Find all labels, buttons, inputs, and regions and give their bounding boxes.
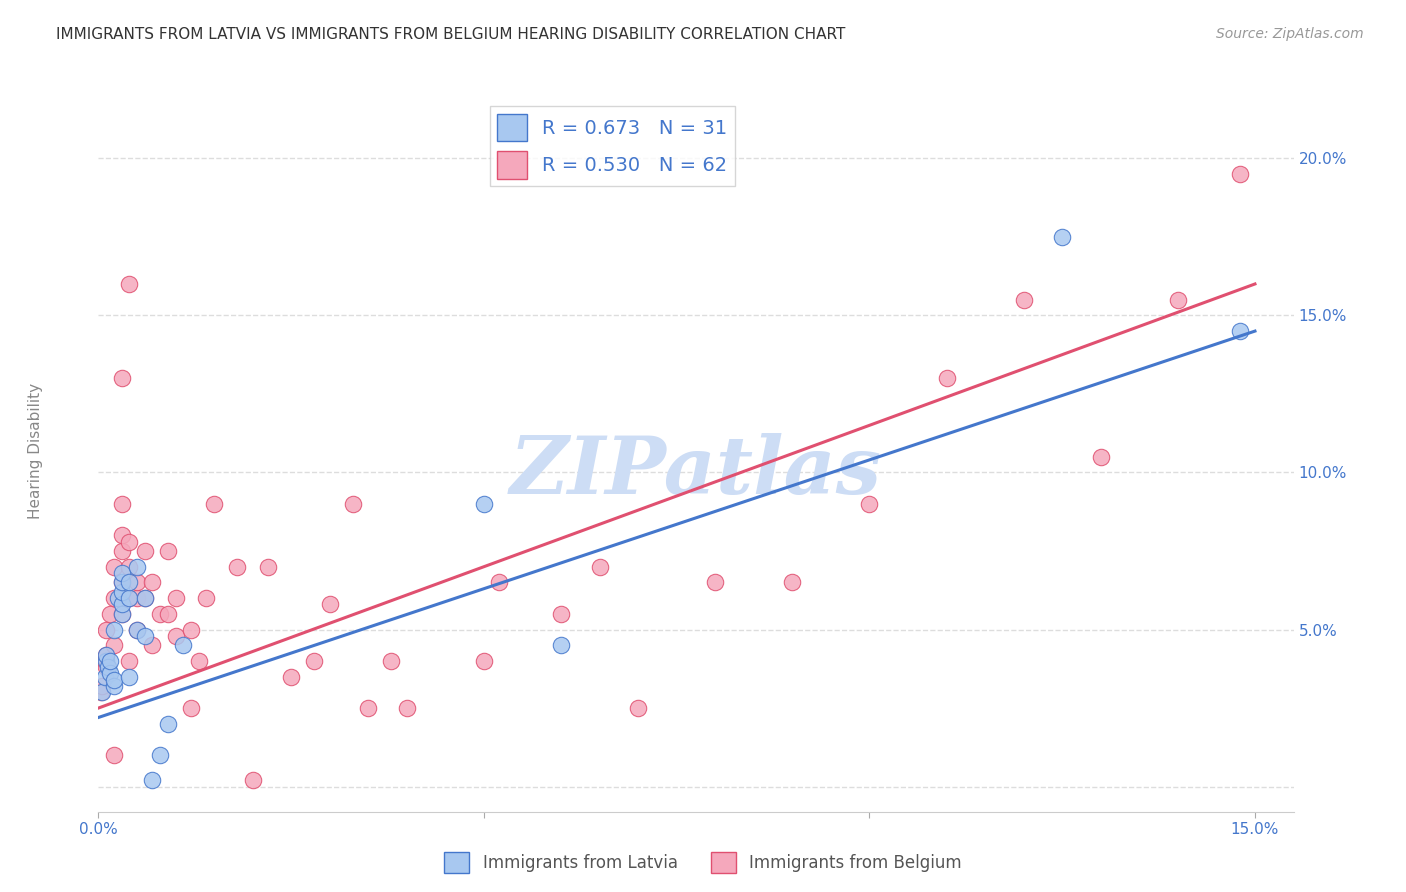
Point (118, 654, 141, 668)
Point (110, 544, 132, 558)
Point (90, 685, 112, 699)
Point (107, 591, 129, 606)
Point (94, 648, 117, 662)
Point (118, 591, 141, 606)
Point (304, 654, 326, 668)
Point (94, 660, 117, 674)
Point (98, 654, 121, 668)
Point (125, 623, 148, 637)
Point (242, 773, 264, 788)
Point (118, 670, 141, 684)
Point (257, 559, 280, 574)
Point (472, 654, 495, 668)
Point (98, 607, 121, 621)
Point (110, 528, 132, 542)
Text: ZIPatlas: ZIPatlas (510, 434, 882, 511)
Point (180, 701, 202, 715)
Point (156, 716, 179, 731)
Point (93, 670, 115, 684)
Point (488, 575, 510, 590)
Point (110, 607, 132, 621)
Point (195, 591, 218, 606)
Point (94, 654, 117, 668)
Point (94, 623, 117, 637)
Point (1090, 450, 1112, 464)
Text: Source: ZipAtlas.com: Source: ZipAtlas.com (1216, 27, 1364, 41)
Point (125, 591, 148, 606)
Point (858, 497, 880, 511)
Point (319, 598, 342, 612)
Point (110, 575, 132, 590)
Point (357, 701, 380, 715)
Point (103, 673, 125, 687)
Point (1012, 293, 1035, 307)
Point (110, 371, 132, 385)
Point (110, 598, 132, 612)
Point (134, 629, 156, 643)
Point (97, 660, 120, 674)
Point (134, 591, 156, 606)
Point (134, 544, 156, 558)
Point (627, 701, 650, 715)
Point (118, 277, 141, 291)
Point (588, 559, 610, 574)
Point (1229, 324, 1251, 338)
Point (165, 591, 187, 606)
Legend: Immigrants from Latvia, Immigrants from Belgium: Immigrants from Latvia, Immigrants from … (437, 846, 969, 880)
Point (118, 534, 141, 549)
Point (141, 575, 163, 590)
Point (125, 559, 148, 574)
Point (782, 575, 804, 590)
Point (149, 748, 172, 763)
Point (226, 559, 249, 574)
Point (1050, 230, 1073, 244)
Point (156, 607, 179, 621)
Point (380, 654, 402, 668)
Text: IMMIGRANTS FROM LATVIA VS IMMIGRANTS FROM BELGIUM HEARING DISABILITY CORRELATION: IMMIGRANTS FROM LATVIA VS IMMIGRANTS FRO… (56, 27, 845, 42)
Point (550, 638, 572, 652)
Point (91, 679, 114, 693)
Point (704, 575, 727, 590)
Point (1229, 167, 1251, 181)
Point (1167, 293, 1189, 307)
Point (98, 666, 121, 681)
Point (342, 497, 364, 511)
Point (103, 559, 125, 574)
Point (110, 575, 132, 590)
Point (180, 623, 202, 637)
Point (118, 575, 141, 590)
Point (94, 648, 117, 662)
Point (103, 679, 125, 693)
Point (110, 566, 132, 580)
Point (149, 607, 172, 621)
Point (110, 584, 132, 599)
Point (187, 654, 209, 668)
Point (156, 544, 179, 558)
Point (103, 623, 125, 637)
Point (93, 654, 115, 668)
Point (103, 748, 125, 763)
Point (395, 701, 418, 715)
Point (118, 591, 141, 606)
Point (103, 638, 125, 652)
Point (141, 638, 163, 652)
Point (110, 497, 132, 511)
Point (165, 629, 187, 643)
Point (103, 591, 125, 606)
Point (110, 607, 132, 621)
Point (935, 371, 957, 385)
Point (141, 773, 163, 788)
Point (172, 638, 194, 652)
Point (118, 559, 141, 574)
Y-axis label: Hearing Disability: Hearing Disability (28, 383, 42, 518)
Point (134, 591, 156, 606)
Point (91, 685, 114, 699)
Point (125, 623, 148, 637)
Point (280, 670, 302, 684)
Point (472, 497, 495, 511)
Legend: R = 0.673   N = 31, R = 0.530   N = 62: R = 0.673 N = 31, R = 0.530 N = 62 (489, 106, 735, 186)
Point (550, 607, 572, 621)
Point (125, 575, 148, 590)
Point (202, 497, 225, 511)
